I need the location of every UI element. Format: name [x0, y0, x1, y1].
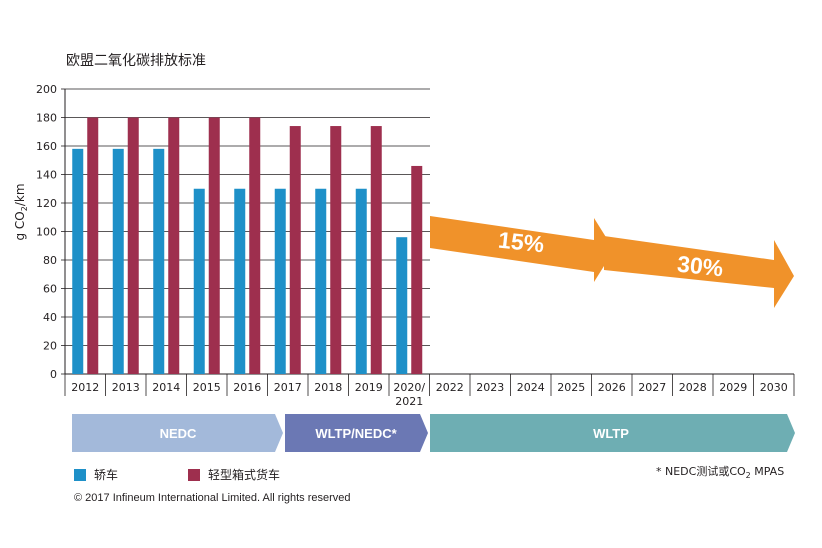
bar-car: [112, 148, 124, 374]
legend-swatch-van: [188, 468, 200, 481]
bar-van: [330, 126, 342, 374]
y-axis-label: g CO2/km: [13, 183, 29, 241]
arrow-2025: [430, 216, 614, 282]
bar-van: [87, 117, 99, 374]
phase-nedc: [72, 414, 283, 452]
x-tick-label: 2018: [314, 381, 342, 394]
arrow-2030: [604, 236, 794, 308]
bar-van: [249, 117, 261, 374]
phase-label: WLTP/NEDC*: [315, 426, 397, 441]
bar-van: [370, 126, 382, 374]
annotation-15-percent: 15%: [497, 227, 546, 258]
legend-item-van: 轻型箱式货车: [188, 466, 280, 483]
bar-car: [396, 237, 408, 374]
bar-van: [127, 117, 139, 374]
x-tick-label: 2012: [71, 381, 99, 394]
bar-car: [153, 148, 165, 374]
legend-label-van: 轻型箱式货车: [208, 468, 281, 482]
y-tick-label: 180: [36, 112, 57, 125]
bar-van: [289, 126, 301, 374]
copyright: © 2017 Infineum International Limited. A…: [74, 492, 351, 504]
phase-label: NEDC: [160, 426, 197, 441]
x-tick-label: 2020/: [393, 381, 425, 394]
x-tick-label: 2022: [436, 381, 464, 394]
y-tick-label: 20: [43, 340, 57, 353]
x-tick-label: 2019: [355, 381, 383, 394]
bar-car: [274, 188, 286, 374]
chart-title: 欧盟二氧化碳排放标准: [66, 53, 206, 69]
x-tick-label: 2021: [395, 395, 423, 408]
annotation-30-percent: 30%: [676, 251, 725, 282]
bar-car: [315, 188, 327, 374]
x-tick-label: 2030: [760, 381, 788, 394]
x-tick-label: 2028: [679, 381, 707, 394]
x-tick-label: 2016: [233, 381, 261, 394]
x-tick-label: 2026: [598, 381, 626, 394]
bar-car: [72, 148, 84, 374]
y-tick-label: 140: [36, 169, 57, 182]
x-tick-label: 2017: [274, 381, 302, 394]
legend-swatch-car: [74, 468, 86, 481]
x-tick-label: 2023: [476, 381, 504, 394]
x-tick-label: 2027: [638, 381, 666, 394]
x-tick-label: 2025: [557, 381, 585, 394]
y-tick-label: 40: [43, 311, 57, 324]
phase-wltp-nedc: [285, 414, 428, 452]
x-tick-label: 2029: [719, 381, 747, 394]
legend-item-car: 轿车: [74, 466, 118, 483]
legend-label-car: 轿车: [94, 468, 119, 482]
bar-van: [411, 165, 423, 374]
phase-wltp: [430, 414, 795, 452]
bar-car: [193, 188, 205, 374]
y-tick-label: 60: [43, 283, 57, 296]
x-tick-label: 2015: [193, 381, 221, 394]
y-tick-label: 200: [36, 83, 57, 96]
bar-van: [168, 117, 180, 374]
footnote: * NEDC测试或CO2 MPAS: [656, 465, 785, 480]
y-tick-label: 100: [36, 226, 57, 239]
phase-label: WLTP: [593, 426, 629, 441]
x-tick-label: 2013: [112, 381, 140, 394]
x-tick-label: 2014: [152, 381, 180, 394]
y-tick-label: 120: [36, 197, 57, 210]
x-tick-label: 2024: [517, 381, 545, 394]
bar-car: [355, 188, 367, 374]
bar-van: [208, 117, 220, 374]
y-tick-label: 160: [36, 140, 57, 153]
y-tick-label: 80: [43, 254, 57, 267]
y-tick-label: 0: [50, 368, 57, 381]
bar-car: [234, 188, 246, 374]
